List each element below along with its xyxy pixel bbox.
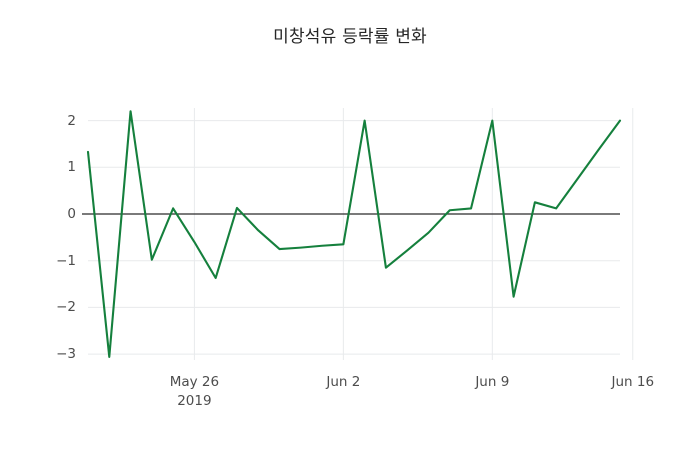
chart-title: 미창석유 등락률 변화 [273,27,427,47]
x-tick-label: Jun 16 [611,374,655,390]
x-tick-label: May 26 2019 [169,374,220,409]
y-tick-label: −1 [56,252,76,269]
x-tick-label: Jun 9 [475,374,510,390]
y-tick-label: 1 [67,159,76,176]
x-tick-sublabel: 2019 [177,393,212,409]
y-tick-label: −3 [56,346,76,363]
y-tick-label: −2 [56,299,76,316]
x-tick-label: Jun 2 [326,374,361,390]
y-tick-label: 0 [67,206,76,222]
y-tick-label: 2 [67,112,76,129]
data-series-line [86,110,622,358]
